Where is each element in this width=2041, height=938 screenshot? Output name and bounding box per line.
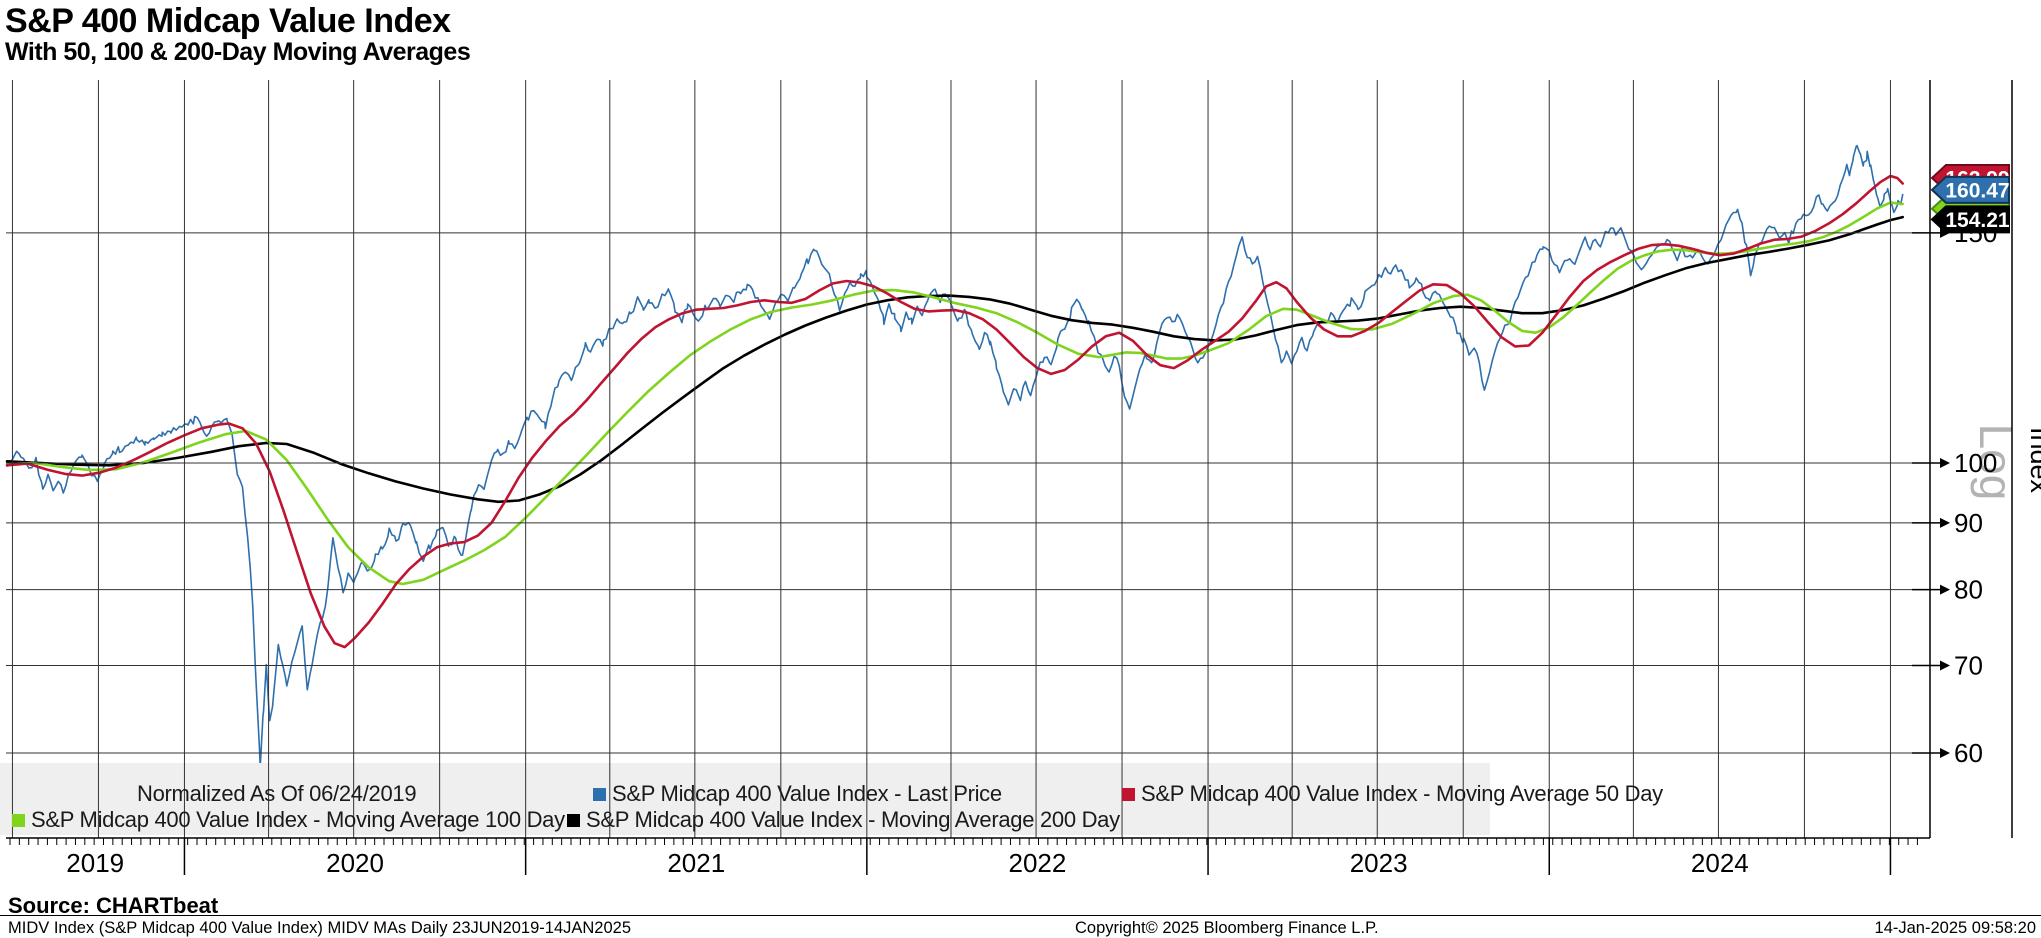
y-axis-tick-label: 80 bbox=[1954, 575, 1983, 605]
y-tick-arrowhead-icon bbox=[1940, 584, 1950, 595]
series-line-s-p-midcap-400-value-index-moving-average-100-day bbox=[5, 201, 1904, 586]
page-subtitle: With 50, 100 & 200-Day Moving Averages bbox=[5, 38, 471, 66]
y-axis-tick-label: 60 bbox=[1954, 738, 1983, 768]
footer-security-info: MIDV Index (S&P Midcap 400 Value Index) … bbox=[8, 919, 632, 937]
legend-item-label: S&P Midcap 400 Value Index - Moving Aver… bbox=[586, 807, 1120, 832]
ma-100-swatch-icon bbox=[12, 813, 25, 827]
x-axis-year-label: 2024 bbox=[1691, 848, 1749, 878]
price-marker-value-moving-average-200-day: 154.21 bbox=[1945, 209, 2010, 232]
log-scale-label: Log bbox=[1970, 424, 2022, 501]
price-marker-value-last-price: 160.47 bbox=[1945, 179, 2009, 202]
ma-50-swatch-icon bbox=[1122, 787, 1135, 801]
series-lines bbox=[5, 144, 1904, 769]
legend-item-ma-200-day[interactable]: S&P Midcap 400 Value Index - Moving Aver… bbox=[567, 807, 1120, 833]
legend-normalized-note-text: Normalized As Of 06/24/2019 bbox=[137, 781, 417, 806]
x-axis-year-label: 2019 bbox=[66, 848, 124, 878]
x-axis-year-label: 2021 bbox=[667, 848, 725, 878]
x-axis-year-label: 2022 bbox=[1009, 848, 1067, 878]
source-label: Source: CHARTbeat bbox=[8, 893, 219, 918]
y-tick-arrowhead-icon bbox=[1940, 660, 1950, 671]
x-axis-year-label: 2023 bbox=[1350, 848, 1408, 878]
last-price-swatch-icon bbox=[593, 787, 606, 801]
y-tick-arrowhead-icon bbox=[1940, 517, 1950, 528]
legend-item-ma-100-day[interactable]: S&P Midcap 400 Value Index - Moving Aver… bbox=[12, 807, 565, 833]
legend-normalized-note: Normalized As Of 06/24/2019 bbox=[137, 781, 417, 807]
y-tick-arrowhead-icon bbox=[1940, 458, 1950, 468]
plot-area[interactable] bbox=[6, 80, 1930, 838]
legend-background-layer bbox=[0, 763, 1490, 835]
axis-labels: 20192020202120222023202415010090807060 bbox=[66, 218, 1997, 878]
footer-bar: MIDV Index (S&P Midcap 400 Value Index) … bbox=[0, 915, 2041, 937]
legend-item-last-price[interactable]: S&P Midcap 400 Value Index - Last Price bbox=[593, 781, 1002, 807]
legend-item-label: S&P Midcap 400 Value Index - Last Price bbox=[612, 781, 1002, 806]
index-axis-label: Index bbox=[2025, 427, 2041, 494]
y-axis-tick-label: 100 bbox=[1954, 448, 1997, 478]
legend-item-label: S&P Midcap 400 Value Index - Moving Aver… bbox=[1141, 781, 1663, 806]
price-marker-moving-average-200-day bbox=[1930, 205, 2010, 234]
series-line-s-p-midcap-400-value-index-moving-average-50-day bbox=[5, 174, 1904, 649]
y-axis-tick-label: 70 bbox=[1954, 650, 1983, 680]
gridlines bbox=[6, 80, 1930, 838]
footer-timestamp: 14-Jan-2025 09:58:20 bbox=[1874, 919, 2036, 937]
price-marker-last-price bbox=[1930, 175, 2010, 204]
legend-item-label: S&P Midcap 400 Value Index - Moving Aver… bbox=[31, 807, 565, 832]
legend-background bbox=[0, 763, 1490, 835]
series-line-s-p-midcap-400-value-index-last-price bbox=[6, 144, 1904, 769]
y-axis-tick-label: 90 bbox=[1954, 508, 1983, 538]
ma-200-swatch-icon bbox=[567, 813, 580, 827]
page-title: S&P 400 Midcap Value Index bbox=[5, 2, 451, 40]
series-line-s-p-midcap-400-value-index-moving-average-200-day bbox=[5, 215, 1904, 504]
x-axis-year-label: 2020 bbox=[326, 848, 384, 878]
legend-item-ma-50-day[interactable]: S&P Midcap 400 Value Index - Moving Aver… bbox=[1122, 781, 1663, 807]
axes bbox=[6, 80, 2013, 875]
y-tick-arrowhead-icon bbox=[1940, 747, 1950, 758]
footer-copyright: Copyright© 2025 Bloomberg Finance L.P. bbox=[1075, 919, 1379, 937]
